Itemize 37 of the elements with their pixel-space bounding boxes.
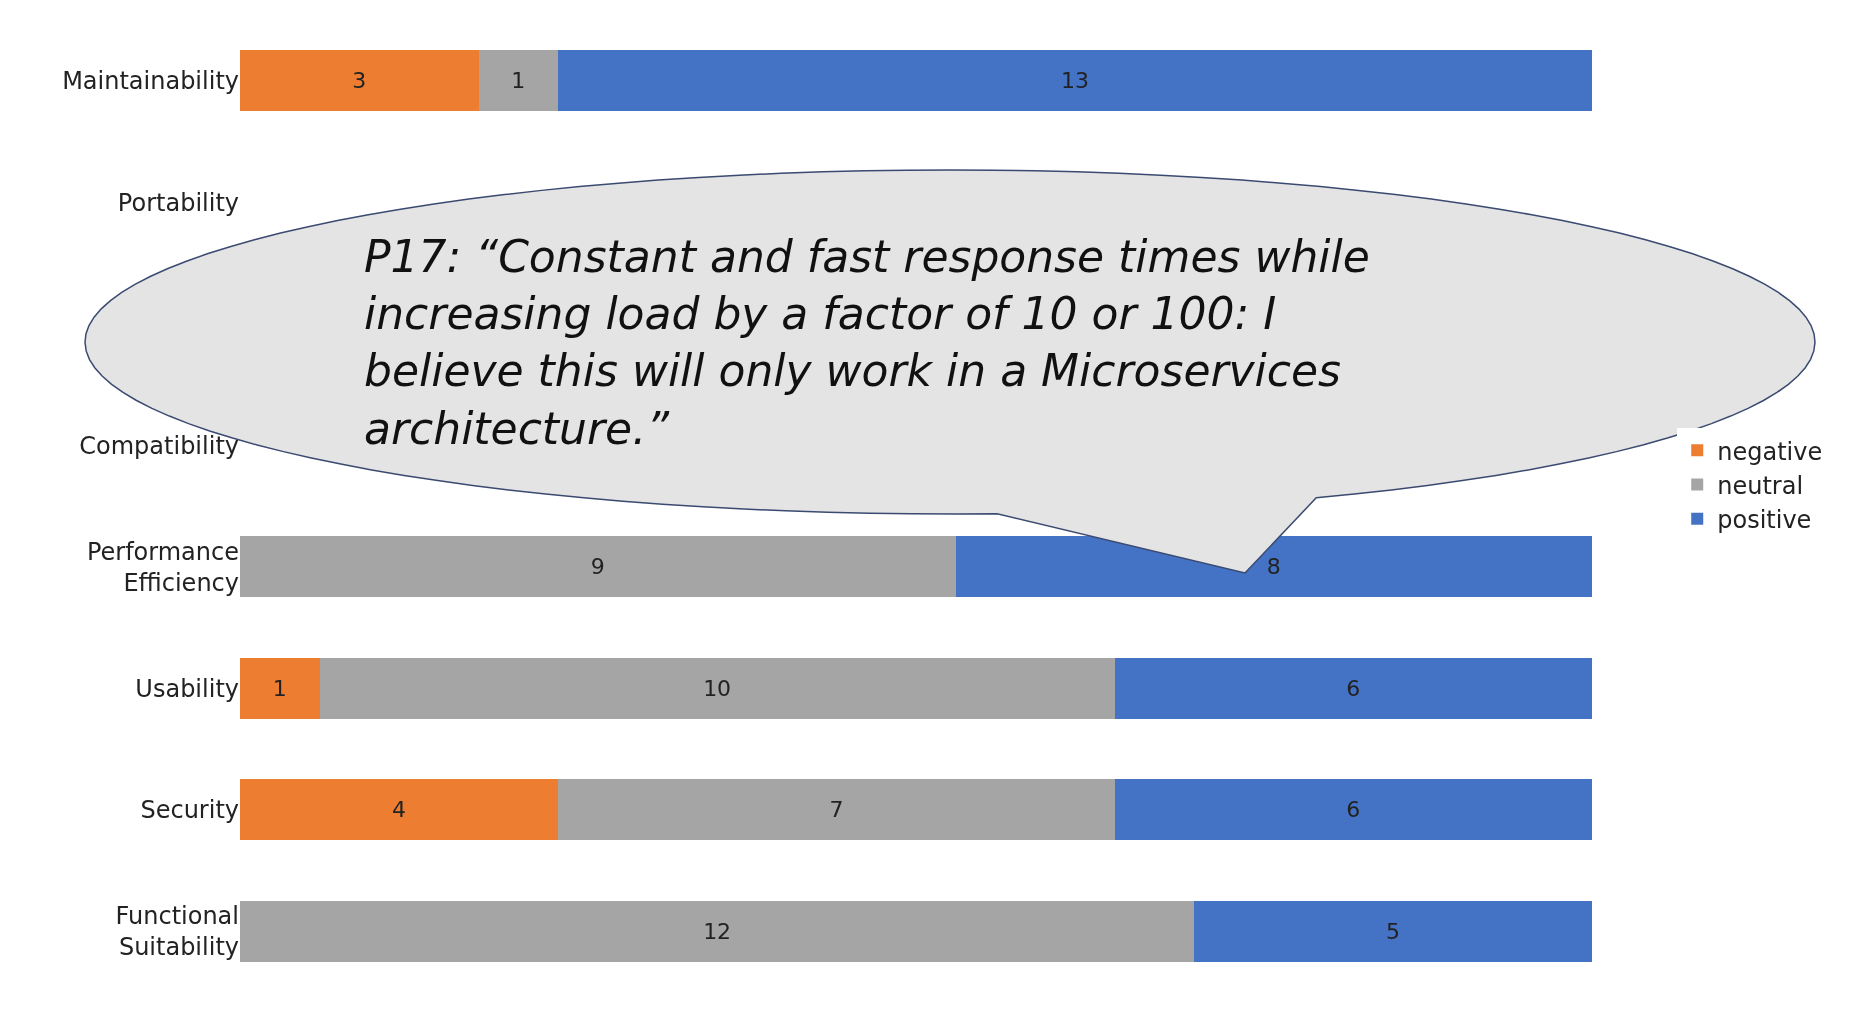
data-label: 7 xyxy=(829,797,844,823)
bar xyxy=(240,536,956,598)
bar xyxy=(240,779,559,841)
legend-label: neutral xyxy=(1717,471,1804,500)
bar xyxy=(1194,900,1592,962)
bar xyxy=(240,50,479,112)
legend-label: positive xyxy=(1717,506,1812,535)
data-label: 4 xyxy=(392,797,407,823)
data-label: 10 xyxy=(703,675,732,701)
y-tick-label: Security xyxy=(140,796,239,825)
y-tick-label: Portability xyxy=(117,188,239,217)
data-label: 9 xyxy=(590,554,605,580)
data-label: 12 xyxy=(703,918,732,944)
data-label: 8 xyxy=(1266,554,1281,580)
data-label: 5 xyxy=(1386,918,1401,944)
y-tick-label: Performance Efficiency xyxy=(86,537,239,597)
bar xyxy=(240,657,320,719)
y-tick-label: Compatibility xyxy=(79,431,239,460)
bar xyxy=(558,50,1592,112)
bar xyxy=(1114,779,1592,841)
bar xyxy=(319,657,1115,719)
bar xyxy=(1114,657,1592,719)
data-label: 1 xyxy=(511,68,526,94)
legend-label: negative xyxy=(1717,437,1823,466)
bar xyxy=(240,900,1195,962)
data-label: 6 xyxy=(1346,797,1361,823)
data-label: 6 xyxy=(1346,675,1361,701)
y-tick-label: Functional Suitability xyxy=(115,902,239,962)
data-label: 1 xyxy=(272,675,287,701)
data-label: 13 xyxy=(1060,68,1089,94)
bar xyxy=(558,779,1115,841)
data-label: 3 xyxy=(352,68,367,94)
bar xyxy=(955,536,1592,598)
y-tick-label: Maintainability xyxy=(62,67,239,96)
annotation: P17: “Constant and fast response times while increasing load by a factor of 10 or 100: I believe this will only work in a Microservices architecture.” xyxy=(364,231,1370,454)
y-tick-label: Usability xyxy=(135,674,239,703)
bar xyxy=(478,50,559,112)
